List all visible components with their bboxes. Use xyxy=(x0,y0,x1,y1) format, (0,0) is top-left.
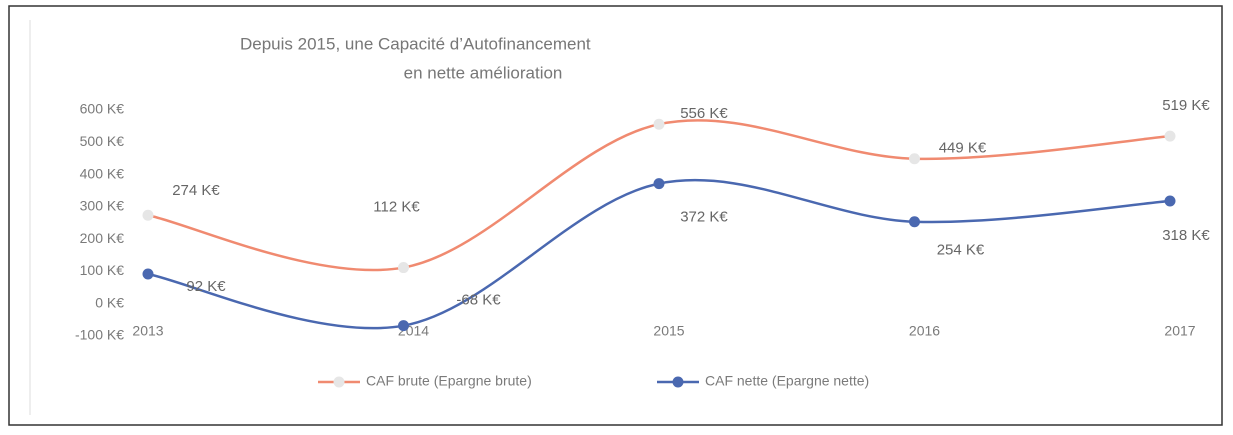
data-label: 92 K€ xyxy=(186,278,226,295)
marker xyxy=(653,118,665,130)
legend-label: CAF brute (Epargne brute) xyxy=(366,373,532,389)
data-label: 519 K€ xyxy=(1162,97,1210,114)
data-label: 112 K€ xyxy=(373,199,420,216)
legend-label: CAF nette (Epargne nette) xyxy=(705,373,869,389)
data-label: 274 K€ xyxy=(172,182,220,199)
marker xyxy=(909,153,920,165)
chart-title: Depuis 2015, une Capacité d’Autofinancem… xyxy=(240,34,591,53)
x-tick-label: 2016 xyxy=(909,323,940,339)
marker xyxy=(142,209,154,221)
data-label: 556 K€ xyxy=(680,105,728,122)
y-tick-label: 100 K€ xyxy=(80,262,125,278)
legend-marker xyxy=(333,376,345,388)
y-tick-label: 0 K€ xyxy=(95,294,124,310)
y-tick-label: 200 K€ xyxy=(80,230,125,246)
marker xyxy=(909,216,920,228)
x-tick-label: 2015 xyxy=(653,323,684,339)
y-tick-label: 500 K€ xyxy=(80,133,125,149)
marker xyxy=(398,320,409,332)
data-label: 318 K€ xyxy=(1162,227,1210,244)
data-label: 372 K€ xyxy=(680,209,728,226)
marker xyxy=(1164,195,1176,207)
marker xyxy=(142,268,154,280)
y-tick-label: 400 K€ xyxy=(80,165,125,181)
x-tick-label: 2017 xyxy=(1164,323,1195,339)
marker xyxy=(653,178,665,190)
data-label: 254 K€ xyxy=(937,242,985,259)
y-tick-label: -100 K€ xyxy=(75,327,124,343)
data-label: -68 K€ xyxy=(456,292,501,309)
y-tick-label: 600 K€ xyxy=(80,101,125,117)
chart-title: en nette amélioration xyxy=(404,63,563,82)
x-tick-label: 2013 xyxy=(132,323,163,339)
data-label: 449 K€ xyxy=(939,140,987,157)
frame xyxy=(8,5,1223,426)
legend-marker xyxy=(672,376,684,388)
marker xyxy=(398,262,409,274)
marker xyxy=(1164,130,1176,142)
y-tick-label: 300 K€ xyxy=(80,198,125,214)
